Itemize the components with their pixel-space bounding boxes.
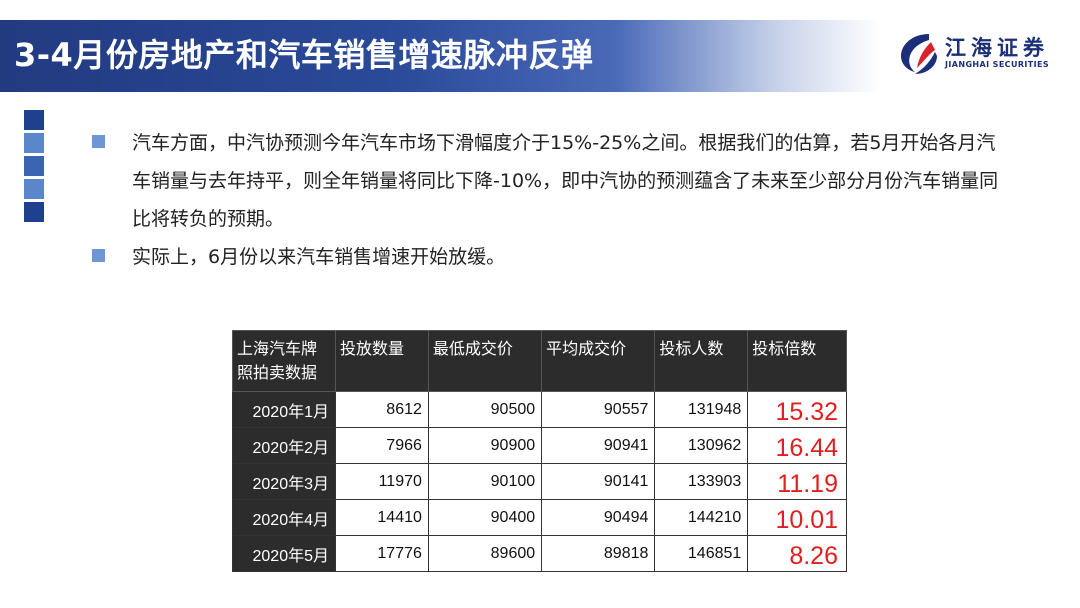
title-bar — [0, 20, 880, 92]
row-month: 2020年2月 — [232, 427, 336, 464]
table-cell: 90100 — [427, 463, 543, 500]
auction-table-container: 上海汽车牌照拍卖数据 投放数量 最低成交价 平均成交价 投标人数 投标倍数 20… — [232, 330, 847, 572]
table-row: 2020年4月 14410 90400 90494 144210 10.01 — [232, 499, 847, 536]
decorative-squares — [24, 110, 44, 225]
bid-ratio-cell: 15.32 — [747, 391, 847, 428]
auction-table: 上海汽车牌照拍卖数据 投放数量 最低成交价 平均成交价 投标人数 投标倍数 20… — [232, 330, 847, 572]
table-row: 2020年3月 11970 90100 90141 133903 11.19 — [232, 463, 847, 500]
bullet-list: 汽车方面，中汽协预测今年汽车市场下滑幅度介于15%-25%之间。根据我们的估算，… — [92, 124, 1012, 276]
bullet-text: 汽车方面，中汽协预测今年汽车市场下滑幅度介于15%-25%之间。根据我们的估算，… — [132, 132, 999, 230]
table-cell: 17776 — [335, 535, 429, 572]
logo-name-en: JIANGHAI SECURITIES — [945, 60, 1050, 69]
jianghai-logo-icon — [901, 34, 937, 74]
row-month: 2020年1月 — [232, 391, 336, 428]
bid-ratio-cell: 16.44 — [747, 427, 847, 464]
column-header: 最低成交价 — [427, 330, 543, 392]
row-month: 2020年5月 — [232, 535, 336, 572]
logo-name-cn: 江海证券 — [945, 36, 1049, 60]
column-header: 投标倍数 — [747, 330, 847, 392]
table-cell: 7966 — [335, 427, 429, 464]
bullet-item: 汽车方面，中汽协预测今年汽车市场下滑幅度介于15%-25%之间。根据我们的估算，… — [92, 124, 1012, 238]
table-cell: 90141 — [541, 463, 656, 500]
deco-square — [24, 110, 44, 130]
bullet-square-icon — [92, 249, 105, 262]
table-cell: 131948 — [654, 391, 749, 428]
column-header: 上海汽车牌照拍卖数据 — [232, 330, 336, 392]
bullet-text: 实际上，6月份以来汽车销售增速开始放缓。 — [132, 246, 506, 268]
company-logo: 江海证券 JIANGHAI SECURITIES — [895, 30, 1065, 78]
table-cell: 144210 — [654, 499, 749, 536]
table-cell: 90500 — [427, 391, 543, 428]
deco-square — [24, 133, 44, 153]
bid-ratio-cell: 8.26 — [747, 535, 847, 572]
bid-ratio-cell: 11.19 — [747, 463, 847, 500]
page-title: 3-4月份房地产和汽车销售增速脉冲反弹 — [14, 36, 594, 74]
table-cell: 90557 — [541, 391, 656, 428]
table-cell: 90400 — [427, 499, 543, 536]
table-row: 2020年1月 8612 90500 90557 131948 15.32 — [232, 391, 847, 428]
row-month: 2020年4月 — [232, 499, 336, 536]
table-cell: 130962 — [654, 427, 749, 464]
table-cell: 146851 — [654, 535, 749, 572]
deco-square — [24, 179, 44, 199]
table-cell: 8612 — [335, 391, 429, 428]
table-cell: 89600 — [427, 535, 543, 572]
column-header: 投标人数 — [654, 330, 749, 392]
table-row: 2020年5月 17776 89600 89818 146851 8.26 — [232, 535, 847, 572]
deco-square — [24, 202, 44, 222]
bullet-item: 实际上，6月份以来汽车销售增速开始放缓。 — [92, 238, 1012, 276]
row-month: 2020年3月 — [232, 463, 336, 500]
bid-ratio-cell: 10.01 — [747, 499, 847, 536]
table-cell: 14410 — [335, 499, 429, 536]
table-header-row: 上海汽车牌照拍卖数据 投放数量 最低成交价 平均成交价 投标人数 投标倍数 — [232, 330, 847, 392]
table-cell: 90494 — [541, 499, 656, 536]
table-cell: 90941 — [541, 427, 656, 464]
column-header: 平均成交价 — [541, 330, 656, 392]
column-header: 投放数量 — [335, 330, 429, 392]
table-cell: 11970 — [335, 463, 429, 500]
table-cell: 90900 — [427, 427, 543, 464]
table-cell: 133903 — [654, 463, 749, 500]
table-cell: 89818 — [541, 535, 656, 572]
deco-square — [24, 156, 44, 176]
table-row: 2020年2月 7966 90900 90941 130962 16.44 — [232, 427, 847, 464]
bullet-square-icon — [92, 135, 105, 148]
